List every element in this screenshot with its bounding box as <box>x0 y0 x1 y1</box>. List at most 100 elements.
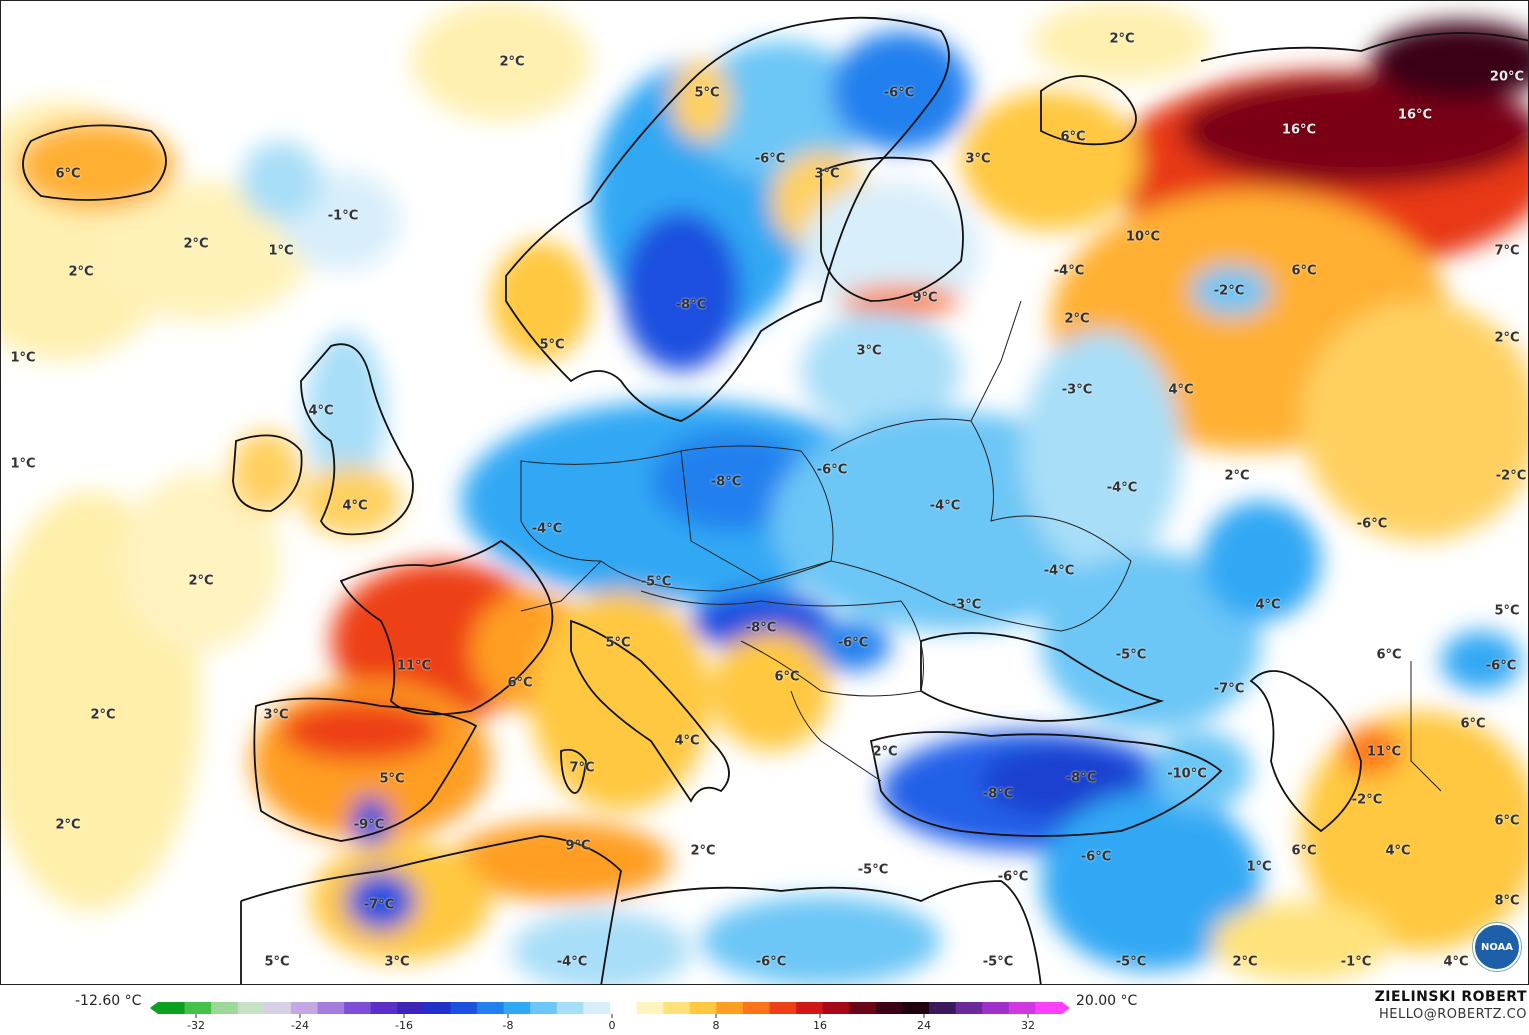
temperature-label: 20°C <box>1489 69 1525 85</box>
temperature-label: 6°C <box>507 675 533 691</box>
scale-swatch <box>290 1002 319 1014</box>
temperature-label: 2°C <box>1224 468 1250 484</box>
temperature-label: -6°C <box>816 462 848 478</box>
country-borders <box>520 300 1442 792</box>
scale-tick-label: -8 <box>502 1019 514 1032</box>
temperature-label: 1°C <box>10 350 36 366</box>
map-canvas <box>1 1 1528 984</box>
temperature-label: -6°C <box>997 869 1029 885</box>
scale-tick-label: -24 <box>291 1019 309 1032</box>
temperature-anomaly-map: 2°C 2°C 5°C -6°C 6°C -6°C 3°C 3°C 6°C 16°C 16°C 20°… <box>0 0 1529 985</box>
scale-swatch <box>344 1002 372 1014</box>
temperature-label: -2°C <box>1495 468 1527 484</box>
temperature-label: -7°C <box>363 897 395 913</box>
temperature-label: 6°C <box>55 166 81 182</box>
scale-tick-label: 0 <box>608 1019 616 1032</box>
temperature-label: 5°C <box>694 85 720 101</box>
temperature-label: -7°C <box>1213 681 1245 697</box>
temperature-label: 4°C <box>1443 954 1469 970</box>
scale-swatch <box>530 1002 558 1014</box>
noaa-logo: NOAA <box>1473 923 1521 971</box>
scale-tick-label: 16 <box>813 1019 827 1032</box>
temperature-label: 4°C <box>674 733 700 749</box>
scale-swatch <box>317 1002 345 1014</box>
temperature-label: 16°C <box>1281 122 1317 138</box>
scale-swatch <box>849 1002 877 1014</box>
temperature-label: 6°C <box>1291 263 1317 279</box>
scale-swatch <box>716 1002 744 1014</box>
temperature-label: -2°C <box>1213 283 1245 299</box>
temperature-label: -4°C <box>1043 563 1075 579</box>
scale-swatch <box>423 1002 452 1014</box>
temperature-label: -1°C <box>1340 954 1372 970</box>
temperature-label: -8°C <box>745 620 777 636</box>
temperature-label: 6°C <box>1494 813 1520 829</box>
temperature-label: 2°C <box>690 843 716 859</box>
temperature-label: 1°C <box>268 243 294 259</box>
temperature-label: 11°C <box>396 658 432 674</box>
temperature-label: -6°C <box>837 635 869 651</box>
temperature-label: 4°C <box>342 498 368 514</box>
scale-swatch <box>1035 1002 1063 1014</box>
temperature-label: 2°C <box>90 707 116 723</box>
scale-swatch <box>370 1002 398 1014</box>
scale-swatch <box>929 1002 957 1014</box>
legend-min-value: -12.60 °C <box>75 993 142 1009</box>
temperature-label: -5°C <box>982 954 1014 970</box>
temperature-label: -4°C <box>1053 263 1085 279</box>
scale-min-arrow <box>150 1002 158 1014</box>
temperature-label: 2°C <box>55 817 81 833</box>
temperature-label: 3°C <box>384 954 410 970</box>
temperature-label: -6°C <box>755 954 787 970</box>
temperature-label: -9°C <box>353 817 385 833</box>
temperature-label: 16°C <box>1397 107 1433 123</box>
temperature-label: 2°C <box>188 573 214 589</box>
temperature-label: 11°C <box>1366 744 1402 760</box>
temperature-label: 5°C <box>379 771 405 787</box>
temperature-label: -6°C <box>1080 849 1112 865</box>
author-email: HELLO@ROBERTZ.CO <box>1378 1007 1527 1022</box>
scale-swatch <box>503 1002 531 1014</box>
scale-swatch <box>982 1002 1010 1014</box>
temperature-label: -5°C <box>640 574 672 590</box>
scale-max-arrow <box>1062 1002 1070 1014</box>
scale-swatch <box>264 1002 292 1014</box>
scale-swatch <box>636 1002 664 1014</box>
author-credit: ZIELINSKI ROBERT <box>1374 989 1527 1005</box>
temperature-label: 7°C <box>569 760 595 776</box>
temperature-label: -1°C <box>327 208 359 224</box>
scale-swatch <box>769 1002 797 1014</box>
temperature-label: 4°C <box>1385 843 1411 859</box>
scale-swatch <box>237 1002 265 1014</box>
scale-swatch <box>556 1002 585 1014</box>
temperature-label: -6°C <box>883 85 915 101</box>
temperature-label: -4°C <box>531 521 563 537</box>
scale-swatch <box>663 1002 691 1014</box>
temperature-label: 2°C <box>872 744 898 760</box>
temperature-label: -8°C <box>710 474 742 490</box>
scale-swatch <box>477 1002 505 1014</box>
temperature-label: -3°C <box>1061 382 1093 398</box>
color-scale-bar <box>150 1002 1070 1018</box>
temperature-label: 6°C <box>1291 843 1317 859</box>
scale-swatch <box>610 1002 638 1014</box>
temperature-label: 7°C <box>1494 243 1520 259</box>
temperature-label: 4°C <box>1168 382 1194 398</box>
temperature-label: 3°C <box>856 343 882 359</box>
temperature-label: 2°C <box>68 264 94 280</box>
temperature-label: -10°C <box>1167 766 1207 782</box>
scale-swatch <box>875 1002 904 1014</box>
temperature-label: 6°C <box>1460 716 1486 732</box>
legend-footer: -12.60 °C -32 -24 -16 -8 0 8 16 24 32 20.00 °C Z… <box>0 985 1529 1035</box>
anomaly-fill <box>1 1 1528 984</box>
scale-swatch <box>689 1002 717 1014</box>
scale-swatch <box>796 1002 824 1014</box>
temperature-label: 6°C <box>774 669 800 685</box>
temperature-label: -6°C <box>754 151 786 167</box>
scale-swatch <box>902 1002 930 1014</box>
temperature-label: -8°C <box>1065 770 1097 786</box>
scale-swatch <box>211 1002 239 1014</box>
scale-tick-label: 32 <box>1021 1019 1035 1032</box>
temperature-label: 9°C <box>565 838 591 854</box>
temperature-label: 2°C <box>1109 31 1135 47</box>
